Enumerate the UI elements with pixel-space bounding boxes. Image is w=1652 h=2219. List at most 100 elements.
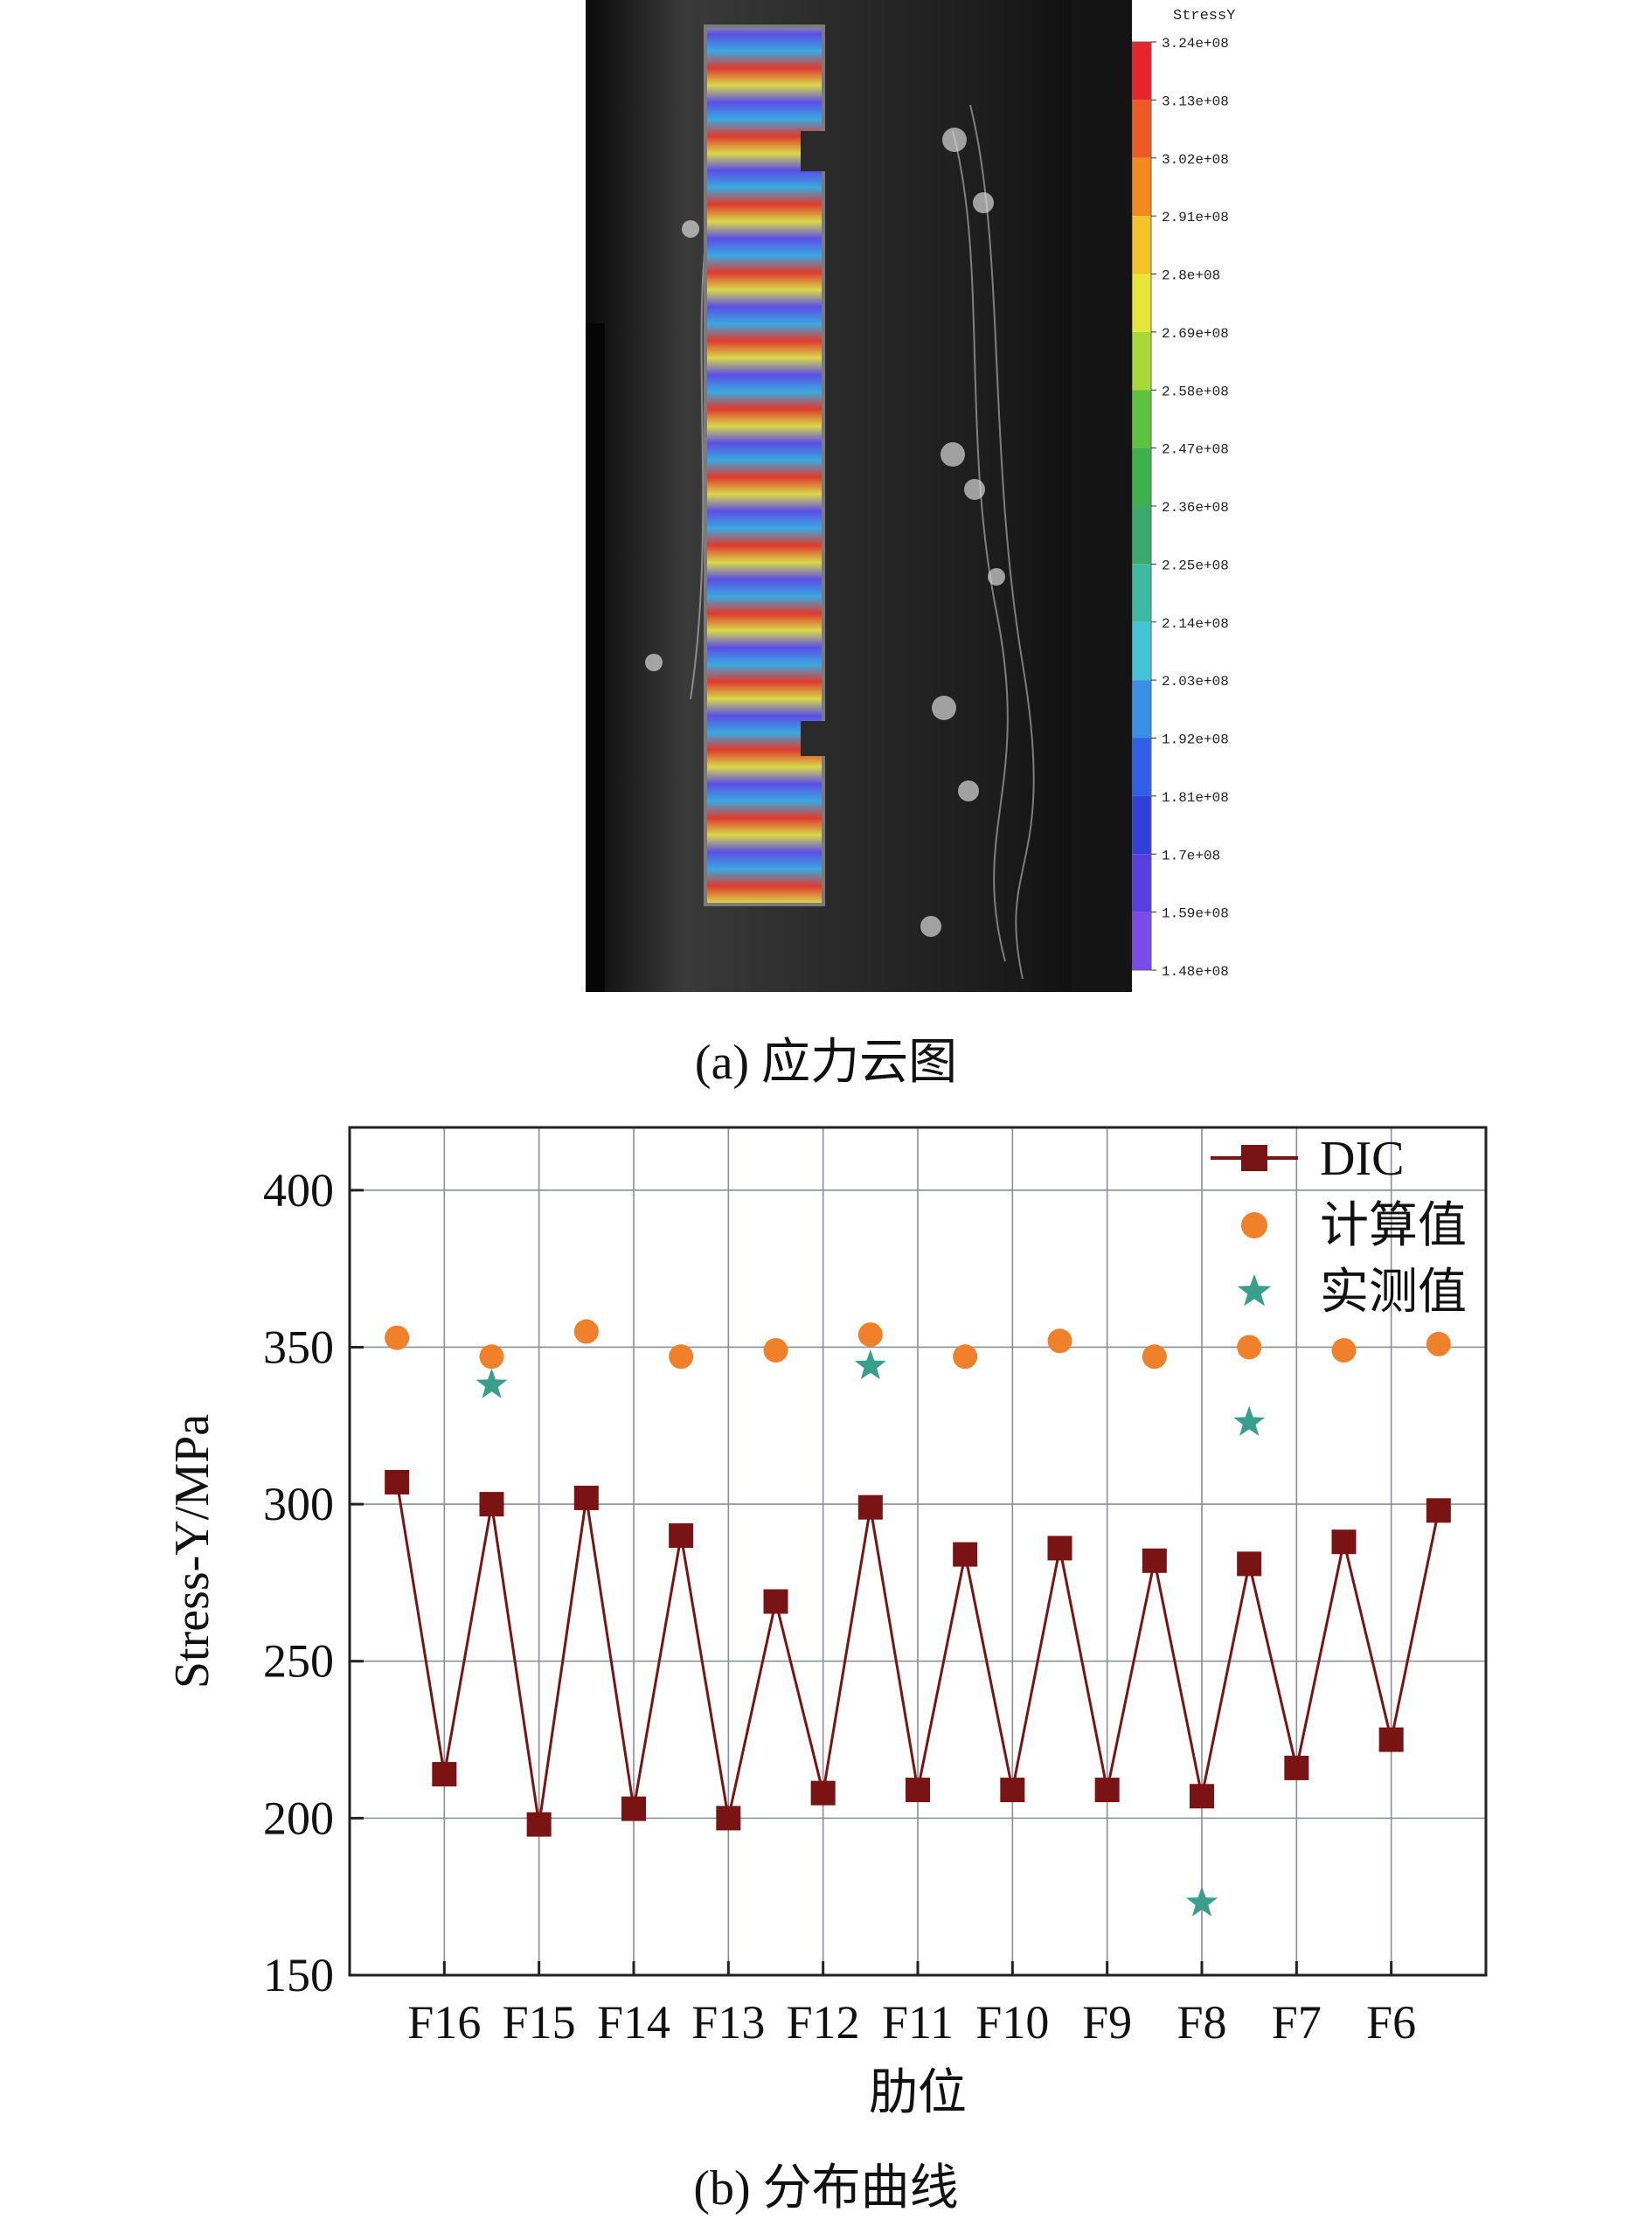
calc-point [1237,1335,1262,1360]
colorbar-tick-label: 1.92e+08 [1162,732,1229,748]
x-tick-label: F15 [503,1996,576,2049]
colorbar-title: StressY [1173,8,1235,24]
dic-point [1241,1145,1267,1171]
calc-point [479,1344,504,1370]
dic-point [1190,1784,1214,1809]
y-tick-label: 250 [263,1635,334,1688]
calc-point [1142,1344,1167,1370]
y-tick-label: 150 [263,1949,334,2001]
dic-point [1378,1727,1404,1752]
legend-label: DIC [1320,1132,1404,1186]
colorbar-cell [1132,100,1151,158]
y-tick-label: 300 [263,1478,334,1530]
y-tick-label: 400 [263,1164,334,1217]
stress-contour-photo [586,0,1132,992]
data-series [385,1319,1451,1917]
dic-point [953,1542,978,1567]
legend-label: 实测值 [1320,1266,1467,1320]
dic-measurement-region [704,24,825,906]
photo-background [586,0,1132,992]
dic-point [526,1812,552,1837]
dic-notch-top [801,131,827,171]
calc-point [953,1344,978,1370]
dic-point [432,1762,457,1787]
dic-point [621,1796,646,1821]
colorbar-cell [1132,912,1151,970]
x-tick-label: F6 [1366,1996,1416,2049]
calc-point [1331,1338,1357,1363]
colorbar-cell [1132,564,1151,622]
calc-point [385,1325,410,1350]
dic-point [573,1485,599,1510]
colorbar-tick-label: 2.25e+08 [1162,558,1229,573]
colorbar-cell [1132,621,1151,681]
pipe-left-edge [586,323,605,992]
y-tick-label: 350 [263,1321,334,1373]
strain-gauges [645,128,1005,937]
dic-point [1426,1498,1451,1523]
dic-point [906,1778,930,1803]
dic-point [1142,1548,1167,1573]
dic-point [1284,1755,1309,1780]
dic-point [1094,1778,1120,1803]
dic-point [1237,1551,1262,1577]
colorbar-cell [1132,795,1151,855]
colorbar-tick-label: 2.91e+08 [1162,210,1229,225]
colorbar-tick-label: 1.81e+08 [1162,790,1229,806]
dic-notch-mid [801,721,827,756]
colorbar-tick-label: 2.36e+08 [1162,500,1229,516]
series-circle [385,1319,1451,1370]
measured-point [1186,1886,1218,1917]
x-tick-label: F7 [1272,1996,1322,2049]
dic-point [1000,1778,1025,1803]
calc-point [669,1344,694,1370]
dic-point [669,1523,694,1549]
calc-point [1047,1328,1072,1354]
colorbar-tick-label: 2.58e+08 [1162,384,1229,399]
colorbar-tick-label: 3.13e+08 [1162,94,1229,109]
series-square [385,1469,1451,1837]
caption-panel-a: (a) 应力云图 [694,1036,958,1090]
y-tick-label: 200 [263,1792,334,1844]
colorbar-tick-label: 3.24e+08 [1162,36,1229,52]
colorbar-cell [1132,331,1151,391]
colorbar-cell [1132,680,1151,739]
series-star [475,1349,1266,1917]
colorbar-cell [1132,216,1151,274]
x-tick-label: F10 [975,1996,1049,2049]
calc-point [763,1338,788,1363]
stress-contour-panel: StressY 3.24e+08 3.13e+08 3.02e+08 2.91e+08… [586,0,1250,992]
colorbar-cell [1132,274,1151,332]
colorbar-tick-label: 1.7e+08 [1162,848,1220,863]
colorbar-tick-label: 1.59e+08 [1162,906,1229,922]
grid-lines [350,1127,1486,1975]
x-tick-label: F11 [882,1996,954,2049]
colorbar-cell [1132,506,1151,565]
x-tick-label: F12 [787,1996,860,2049]
colorbar-cell [1132,157,1151,217]
caption-panel-b: (b) 分布曲线 [693,2161,959,2216]
colorbar-cell [1132,447,1151,506]
colorbar-cells [1132,41,1152,971]
colorbar-tick-label: 2.03e+08 [1162,674,1229,690]
dic-point [385,1469,410,1494]
x-axis-ticks: F16 F15 F14 F13 F12 F11 F10 F9 F8 F7 F6 [407,1961,1416,2049]
dic-point [763,1589,788,1614]
x-tick-label: F13 [691,1996,765,2049]
colorbar-cell [1132,42,1151,101]
colorbar-tick-label: 2.69e+08 [1162,326,1229,342]
measured-point [854,1349,886,1380]
legend-label: 计算值 [1320,1199,1467,1253]
calc-point [1241,1212,1267,1238]
calc-point [857,1322,883,1348]
colorbar-cell [1132,738,1151,796]
dic-point [716,1806,741,1831]
calc-point [573,1319,599,1344]
scaffold-right [1071,0,1132,992]
colorbar-cell [1132,854,1151,912]
dic-point [810,1780,836,1806]
measured-point [475,1368,508,1398]
measured-point [1233,1405,1266,1436]
x-tick-label: F14 [597,1996,670,2049]
